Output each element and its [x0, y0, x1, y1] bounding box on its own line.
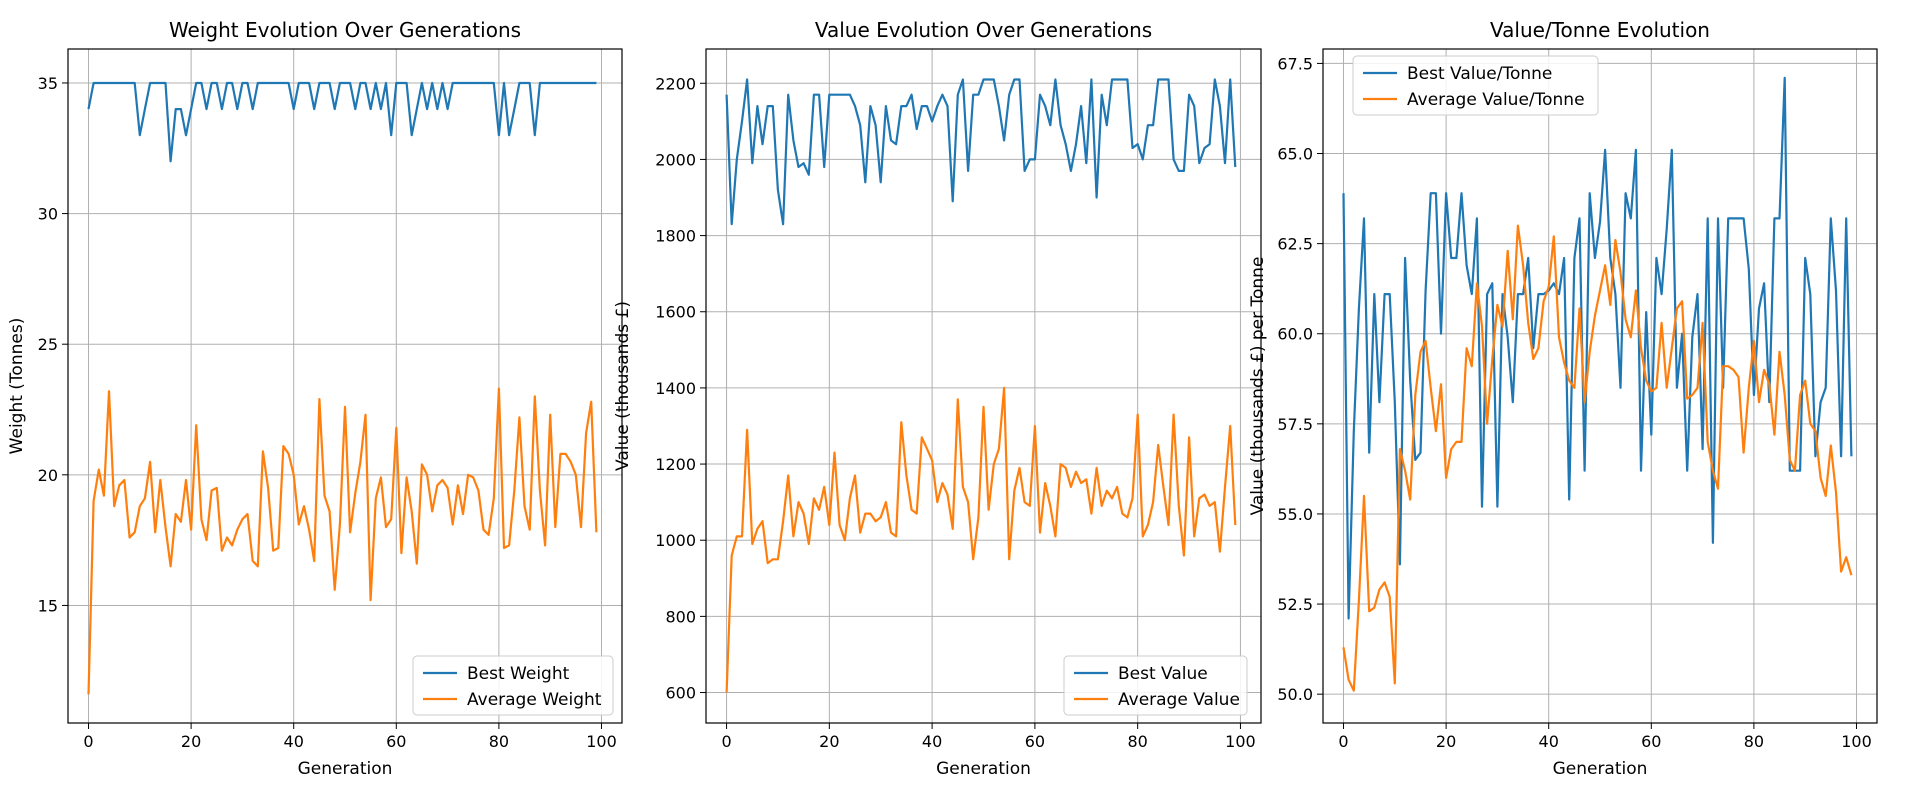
x-axis-label: Generation	[936, 759, 1031, 779]
x-tick-label: 80	[489, 732, 509, 751]
x-tick-label: 20	[1436, 732, 1456, 751]
y-tick-label: 67.5	[1277, 54, 1313, 73]
y-tick-label: 1600	[655, 303, 696, 322]
x-tick-label: 60	[386, 732, 406, 751]
y-tick-label: 62.5	[1277, 235, 1313, 254]
y-tick-label: 25	[38, 335, 58, 354]
y-tick-label: 60.0	[1277, 325, 1313, 344]
series-line-1	[1342, 224, 1853, 692]
y-axis-label: Value (thousands £)	[613, 301, 633, 471]
x-tick-label: 80	[1744, 732, 1764, 751]
y-tick-label: 1800	[655, 227, 696, 246]
series-line-0	[725, 78, 1237, 226]
x-tick-label: 100	[1841, 732, 1872, 751]
legend-box	[412, 655, 614, 716]
series-line-1	[725, 386, 1237, 693]
value-chart-panel: 0 20 40 60 80 100 600 800 1000 1200 1400 1600 1800 20…	[613, 18, 1262, 779]
weight-chart-panel: 0 20 40 60 80 100 15 20 25 30 35 Weight Evolution O…	[7, 18, 623, 779]
chart-title: Value Evolution Over Generations	[815, 18, 1152, 42]
x-tick-label: 0	[83, 732, 93, 751]
legend: Best Weight Average Weight	[412, 655, 614, 716]
legend-label: Best Value	[1118, 664, 1208, 684]
x-tick-label: 0	[721, 732, 731, 751]
y-tick-label: 1400	[655, 379, 696, 398]
legend-label: Best Weight	[467, 664, 570, 684]
y-tick-label: 1200	[655, 455, 696, 474]
plot-frame	[67, 48, 623, 724]
y-axis-label: Weight (Tonnes)	[7, 318, 27, 455]
x-tick-label: 20	[181, 732, 201, 751]
x-tick-label: 40	[284, 732, 304, 751]
y-tick-label: 2200	[655, 74, 696, 93]
legend-box	[1352, 55, 1599, 116]
y-tick-label: 35	[38, 74, 58, 93]
y-tick-label: 20	[38, 466, 58, 485]
y-tick-label: 1000	[655, 531, 696, 550]
series-line-1	[87, 387, 598, 695]
x-tick-label: 80	[1127, 732, 1147, 751]
chart-title: Value/Tonne Evolution	[1490, 18, 1710, 42]
y-tick-label: 52.5	[1277, 595, 1313, 614]
value-per-tonne-chart-panel: 0 20 40 60 80 100 50.0 52.5 55.0 57.5 60.0 62.5 65.0…	[1248, 18, 1878, 779]
x-tick-label: 0	[1338, 732, 1348, 751]
y-tick-label: 2000	[655, 150, 696, 169]
y-tick-label: 600	[665, 684, 696, 703]
plot-frame	[705, 48, 1262, 724]
x-tick-label: 60	[1025, 732, 1045, 751]
x-tick-label: 60	[1641, 732, 1661, 751]
x-axis-label: Generation	[1553, 759, 1648, 779]
x-tick-label: 20	[819, 732, 839, 751]
x-axis-label: Generation	[298, 759, 393, 779]
x-tick-label: 40	[1539, 732, 1559, 751]
plot-frame	[1322, 48, 1878, 724]
series-line-0	[87, 81, 597, 163]
y-tick-label: 30	[38, 205, 58, 224]
legend-box	[1063, 655, 1248, 716]
y-tick-label: 15	[38, 596, 58, 615]
legend-label: Best Value/Tonne	[1407, 64, 1552, 84]
chart-title: Weight Evolution Over Generations	[169, 18, 521, 42]
x-tick-label: 100	[1225, 732, 1256, 751]
y-axis-label: Value (thousands £) per Tonne	[1248, 257, 1268, 516]
x-tick-label: 100	[586, 732, 617, 751]
x-tick-label: 40	[922, 732, 942, 751]
y-tick-label: 65.0	[1277, 145, 1313, 164]
y-tick-label: 57.5	[1277, 415, 1313, 434]
legend: Best Value Average Value	[1063, 655, 1248, 716]
legend-label: Average Value/Tonne	[1407, 90, 1585, 110]
y-tick-label: 55.0	[1277, 505, 1313, 524]
series-line-0	[1342, 76, 1853, 620]
legend-label: Average Weight	[467, 690, 602, 710]
legend: Best Value/Tonne Average Value/Tonne	[1352, 55, 1599, 116]
y-tick-label: 800	[665, 607, 696, 626]
legend-label: Average Value	[1118, 690, 1240, 710]
y-tick-label: 50.0	[1277, 685, 1313, 704]
